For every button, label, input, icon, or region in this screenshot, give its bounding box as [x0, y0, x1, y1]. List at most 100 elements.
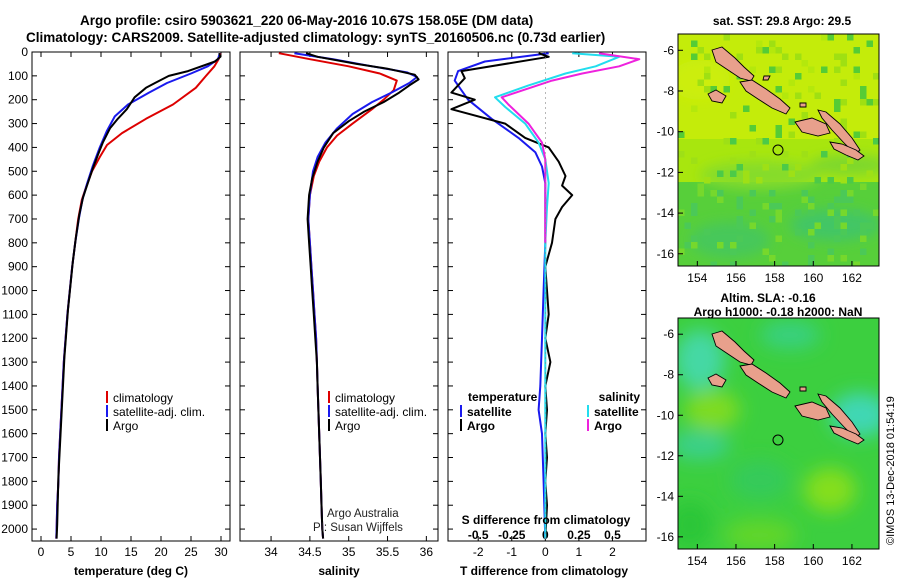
difference-legend-left: temperature satellite Argo	[460, 390, 538, 433]
sst-pixel	[853, 209, 860, 216]
sst-pixel	[840, 209, 847, 216]
sst-pixel	[749, 222, 756, 229]
sst-pixel	[801, 190, 808, 197]
sst-pixel	[788, 131, 795, 138]
legend-title-salinity: salinity	[599, 390, 641, 404]
sst-pixel	[834, 138, 841, 145]
sst-pixel	[769, 216, 776, 223]
sst-pixel	[697, 47, 704, 54]
sst-pixel	[834, 216, 841, 223]
sst-pixel	[769, 190, 776, 197]
depth-tick-label: 1200	[1, 331, 28, 345]
salinity-panel-frame	[239, 51, 439, 542]
sst-pixel	[684, 242, 691, 249]
sst-pixel	[827, 209, 834, 216]
sst-pixel	[762, 138, 769, 145]
island-makira	[829, 141, 865, 161]
sst-pixel	[678, 248, 685, 255]
series-line-s-argo	[500, 52, 641, 243]
island-new-georgia	[707, 373, 727, 388]
sst-pixel	[866, 170, 873, 177]
series-group	[278, 52, 420, 539]
sst-pixel	[808, 209, 815, 216]
sst-pixel	[821, 66, 828, 73]
annotation-pi: PI: Susan Wijffels	[313, 522, 403, 534]
sst-pixel	[743, 170, 750, 177]
sst-pixel	[717, 170, 724, 177]
map-y-tick-label: -16	[657, 247, 675, 261]
legend-title-temperature: temperature	[468, 390, 538, 404]
sst-pixel	[840, 60, 847, 67]
sst-pixel	[834, 222, 841, 229]
x-tick-label: 2	[609, 545, 616, 559]
sst-blotch	[700, 161, 820, 189]
top-tick-label: 0.5	[604, 528, 621, 542]
x-tick-label: 20	[154, 545, 168, 559]
sst-pixel	[704, 73, 711, 80]
sst-pixel	[788, 118, 795, 125]
sst-pixel	[860, 131, 867, 138]
depth-tick-label: 1900	[1, 498, 28, 512]
sst-pixel	[808, 229, 815, 236]
sst-pixel	[840, 53, 847, 60]
map-sla-title-2: Argo h1000: -0.18 h2000: NaN	[694, 305, 863, 319]
island-guadalcanal	[794, 117, 831, 137]
sst-pixel	[860, 183, 867, 190]
sst-pixel	[821, 34, 828, 41]
sst-pixel	[782, 261, 789, 266]
sst-pixel	[801, 196, 808, 203]
depth-tick-label: 2000	[1, 522, 28, 536]
difference-panel-frame	[447, 51, 647, 542]
sst-pixel	[873, 73, 879, 80]
sst-pixel	[866, 40, 873, 47]
x-tick-label: 0	[542, 545, 549, 559]
island-small-1	[799, 386, 807, 392]
x-tick-label: 30	[214, 545, 228, 559]
series-line-satellite-adj-clim-	[55, 52, 221, 539]
sst-pixel	[782, 92, 789, 99]
map-y-tick-label: -8	[663, 368, 674, 382]
x-tick-label: 0	[38, 545, 45, 559]
x-tick-label: -1	[506, 545, 517, 559]
sst-pixel	[749, 125, 756, 132]
sst-pixel	[808, 196, 815, 203]
sla-blob	[804, 468, 856, 512]
sst-pixel	[808, 261, 815, 266]
annotation-argo-australia: Argo Australia	[327, 508, 399, 520]
sst-pixel	[730, 242, 737, 249]
sla-blob	[730, 460, 790, 500]
legend-label-t-argo: Argo	[467, 419, 495, 433]
map-sst-frame	[677, 33, 880, 267]
series-line-argo	[305, 52, 420, 539]
sst-pixel	[730, 170, 737, 177]
sst-pixel	[704, 53, 711, 60]
difference-xlabel: T difference from climatology	[460, 564, 628, 578]
sst-pixel	[749, 209, 756, 216]
sst-pixel	[795, 73, 802, 80]
island-choiseul	[711, 330, 755, 366]
map-x-tick-label: 162	[842, 554, 862, 568]
top-tick-label: -0.25	[498, 528, 526, 542]
island-santa-isabel	[739, 363, 791, 399]
sla-blob	[678, 430, 730, 460]
x-tick-label: -2	[473, 545, 484, 559]
sst-pixel	[840, 99, 847, 106]
sst-pixel	[860, 86, 867, 93]
island-guadalcanal	[794, 401, 831, 421]
sst-pixel	[827, 248, 834, 255]
sst-pixel	[678, 151, 685, 158]
map-sst-axes: 154 156 158 160 162 -6 -8 -10 -12 -14 -16	[657, 43, 863, 285]
map-sla	[678, 318, 879, 549]
sst-pixel	[749, 151, 756, 158]
sst-pixel	[723, 34, 730, 41]
sst-pixel	[834, 53, 841, 60]
sst-pixel	[704, 229, 711, 236]
depth-tick-label: 400	[8, 140, 28, 154]
sla-blob	[684, 390, 740, 430]
title-line-1: Argo profile: csiro 5903621_220 06-May-2…	[80, 13, 533, 28]
sst-pixel	[691, 105, 698, 112]
sst-pixel	[691, 40, 698, 47]
sla-blob	[724, 519, 796, 549]
sst-pixel	[775, 216, 782, 223]
